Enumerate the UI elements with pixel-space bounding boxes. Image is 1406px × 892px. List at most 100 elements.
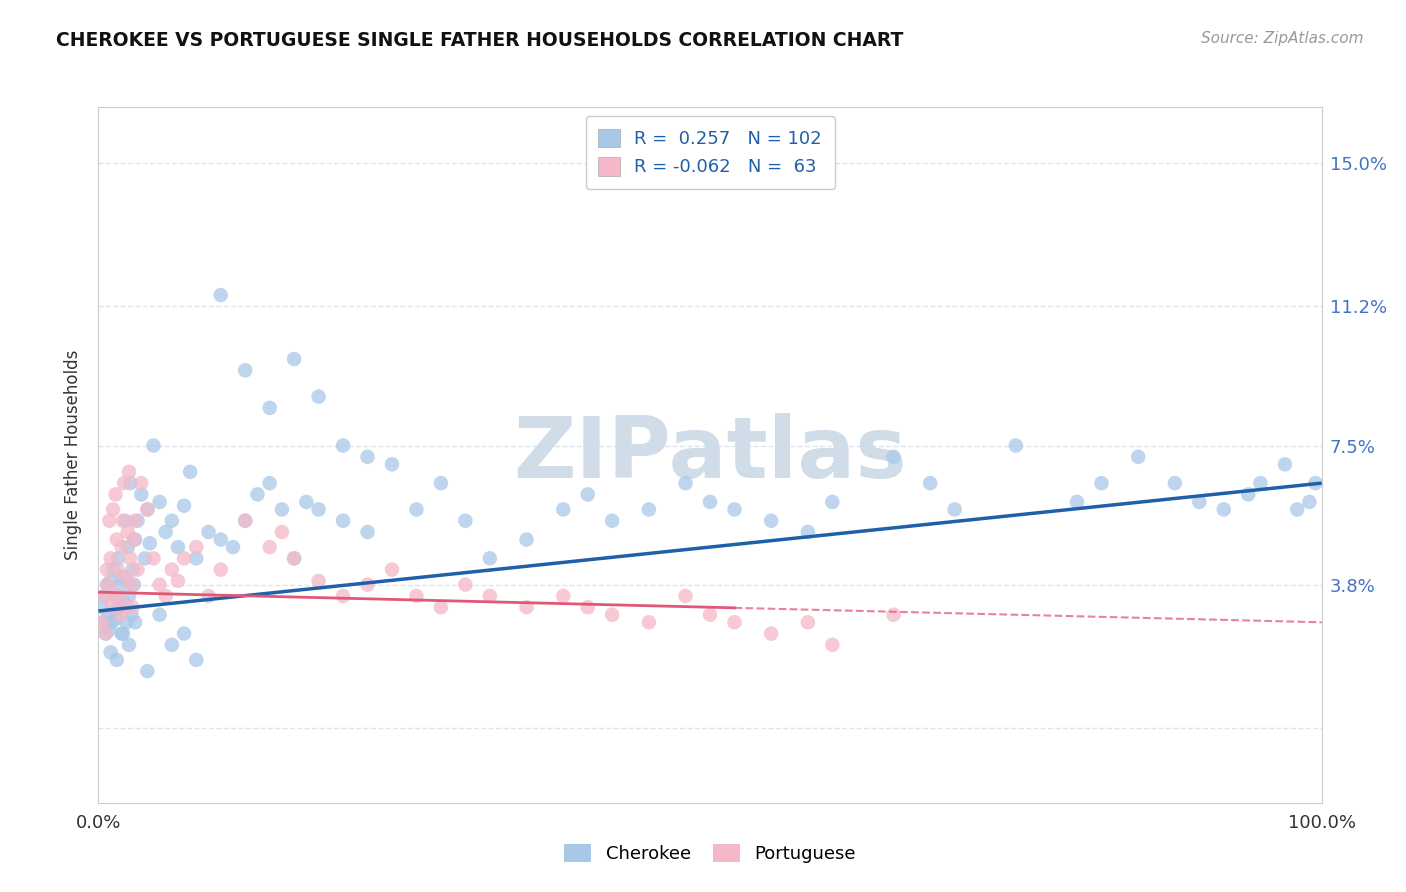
Point [1286,502,1309,516]
Point [100,645,122,659]
Point [100,551,122,566]
Point [516,600,538,615]
Point [283,551,305,566]
Point [332,514,354,528]
Point [638,502,661,516]
Point [160,514,183,528]
Point [115,615,138,630]
Point [98,623,121,637]
Point [117,524,139,539]
Point [149,607,172,622]
Point [114,570,136,584]
Point [101,615,124,630]
Point [308,502,330,516]
Point [121,563,143,577]
Point [675,589,697,603]
Point [136,502,159,516]
Point [332,589,354,603]
Point [478,589,501,603]
Text: ZIPatlas: ZIPatlas [513,413,907,497]
Point [179,465,201,479]
Text: Source: ZipAtlas.com: Source: ZipAtlas.com [1201,31,1364,46]
Point [96,563,118,577]
Point [516,533,538,547]
Point [101,502,124,516]
Point [233,514,256,528]
Point [1004,438,1026,452]
Point [111,540,134,554]
Point [107,551,129,566]
Point [233,514,256,528]
Point [91,600,114,615]
Point [120,551,142,566]
Point [98,514,121,528]
Point [136,664,159,678]
Point [186,551,208,566]
Point [91,615,114,630]
Point [270,524,294,539]
Legend: Cherokee, Portuguese: Cherokee, Portuguese [557,837,863,871]
Point [136,502,159,516]
Point [120,607,142,622]
Point [883,450,905,464]
Point [356,577,378,591]
Point [124,514,146,528]
Point [553,589,575,603]
Point [1066,495,1088,509]
Point [160,563,183,577]
Point [139,536,162,550]
Point [127,563,149,577]
Point [160,638,183,652]
Point [173,499,195,513]
Point [723,615,745,630]
Point [104,589,127,603]
Point [104,487,127,501]
Point [167,574,190,588]
Point [122,577,145,591]
Point [723,502,745,516]
Point [1305,476,1327,491]
Point [600,514,623,528]
Point [1250,476,1272,491]
Point [173,626,195,640]
Point [100,574,122,588]
Point [118,638,141,652]
Point [103,589,125,603]
Point [576,600,599,615]
Point [920,476,942,491]
Point [553,502,575,516]
Point [129,487,152,501]
Point [97,607,120,622]
Point [1274,458,1296,472]
Point [105,611,128,625]
Point [149,495,172,509]
Point [295,495,318,509]
Point [124,615,146,630]
Point [699,607,721,622]
Point [122,533,145,547]
Point [142,438,165,452]
Point [259,476,281,491]
Point [101,600,124,615]
Point [197,589,219,603]
Point [134,551,156,566]
Point [129,476,152,491]
Point [117,540,139,554]
Point [108,600,131,615]
Point [118,589,141,603]
Point [675,476,697,491]
Point [149,577,172,591]
Point [112,476,135,491]
Point [107,563,129,577]
Point [111,626,134,640]
Point [576,487,599,501]
Point [356,524,378,539]
Point [173,551,195,566]
Point [883,607,905,622]
Point [1090,476,1112,491]
Point [259,401,281,415]
Point [430,476,453,491]
Point [114,514,136,528]
Point [97,577,120,591]
Point [94,626,117,640]
